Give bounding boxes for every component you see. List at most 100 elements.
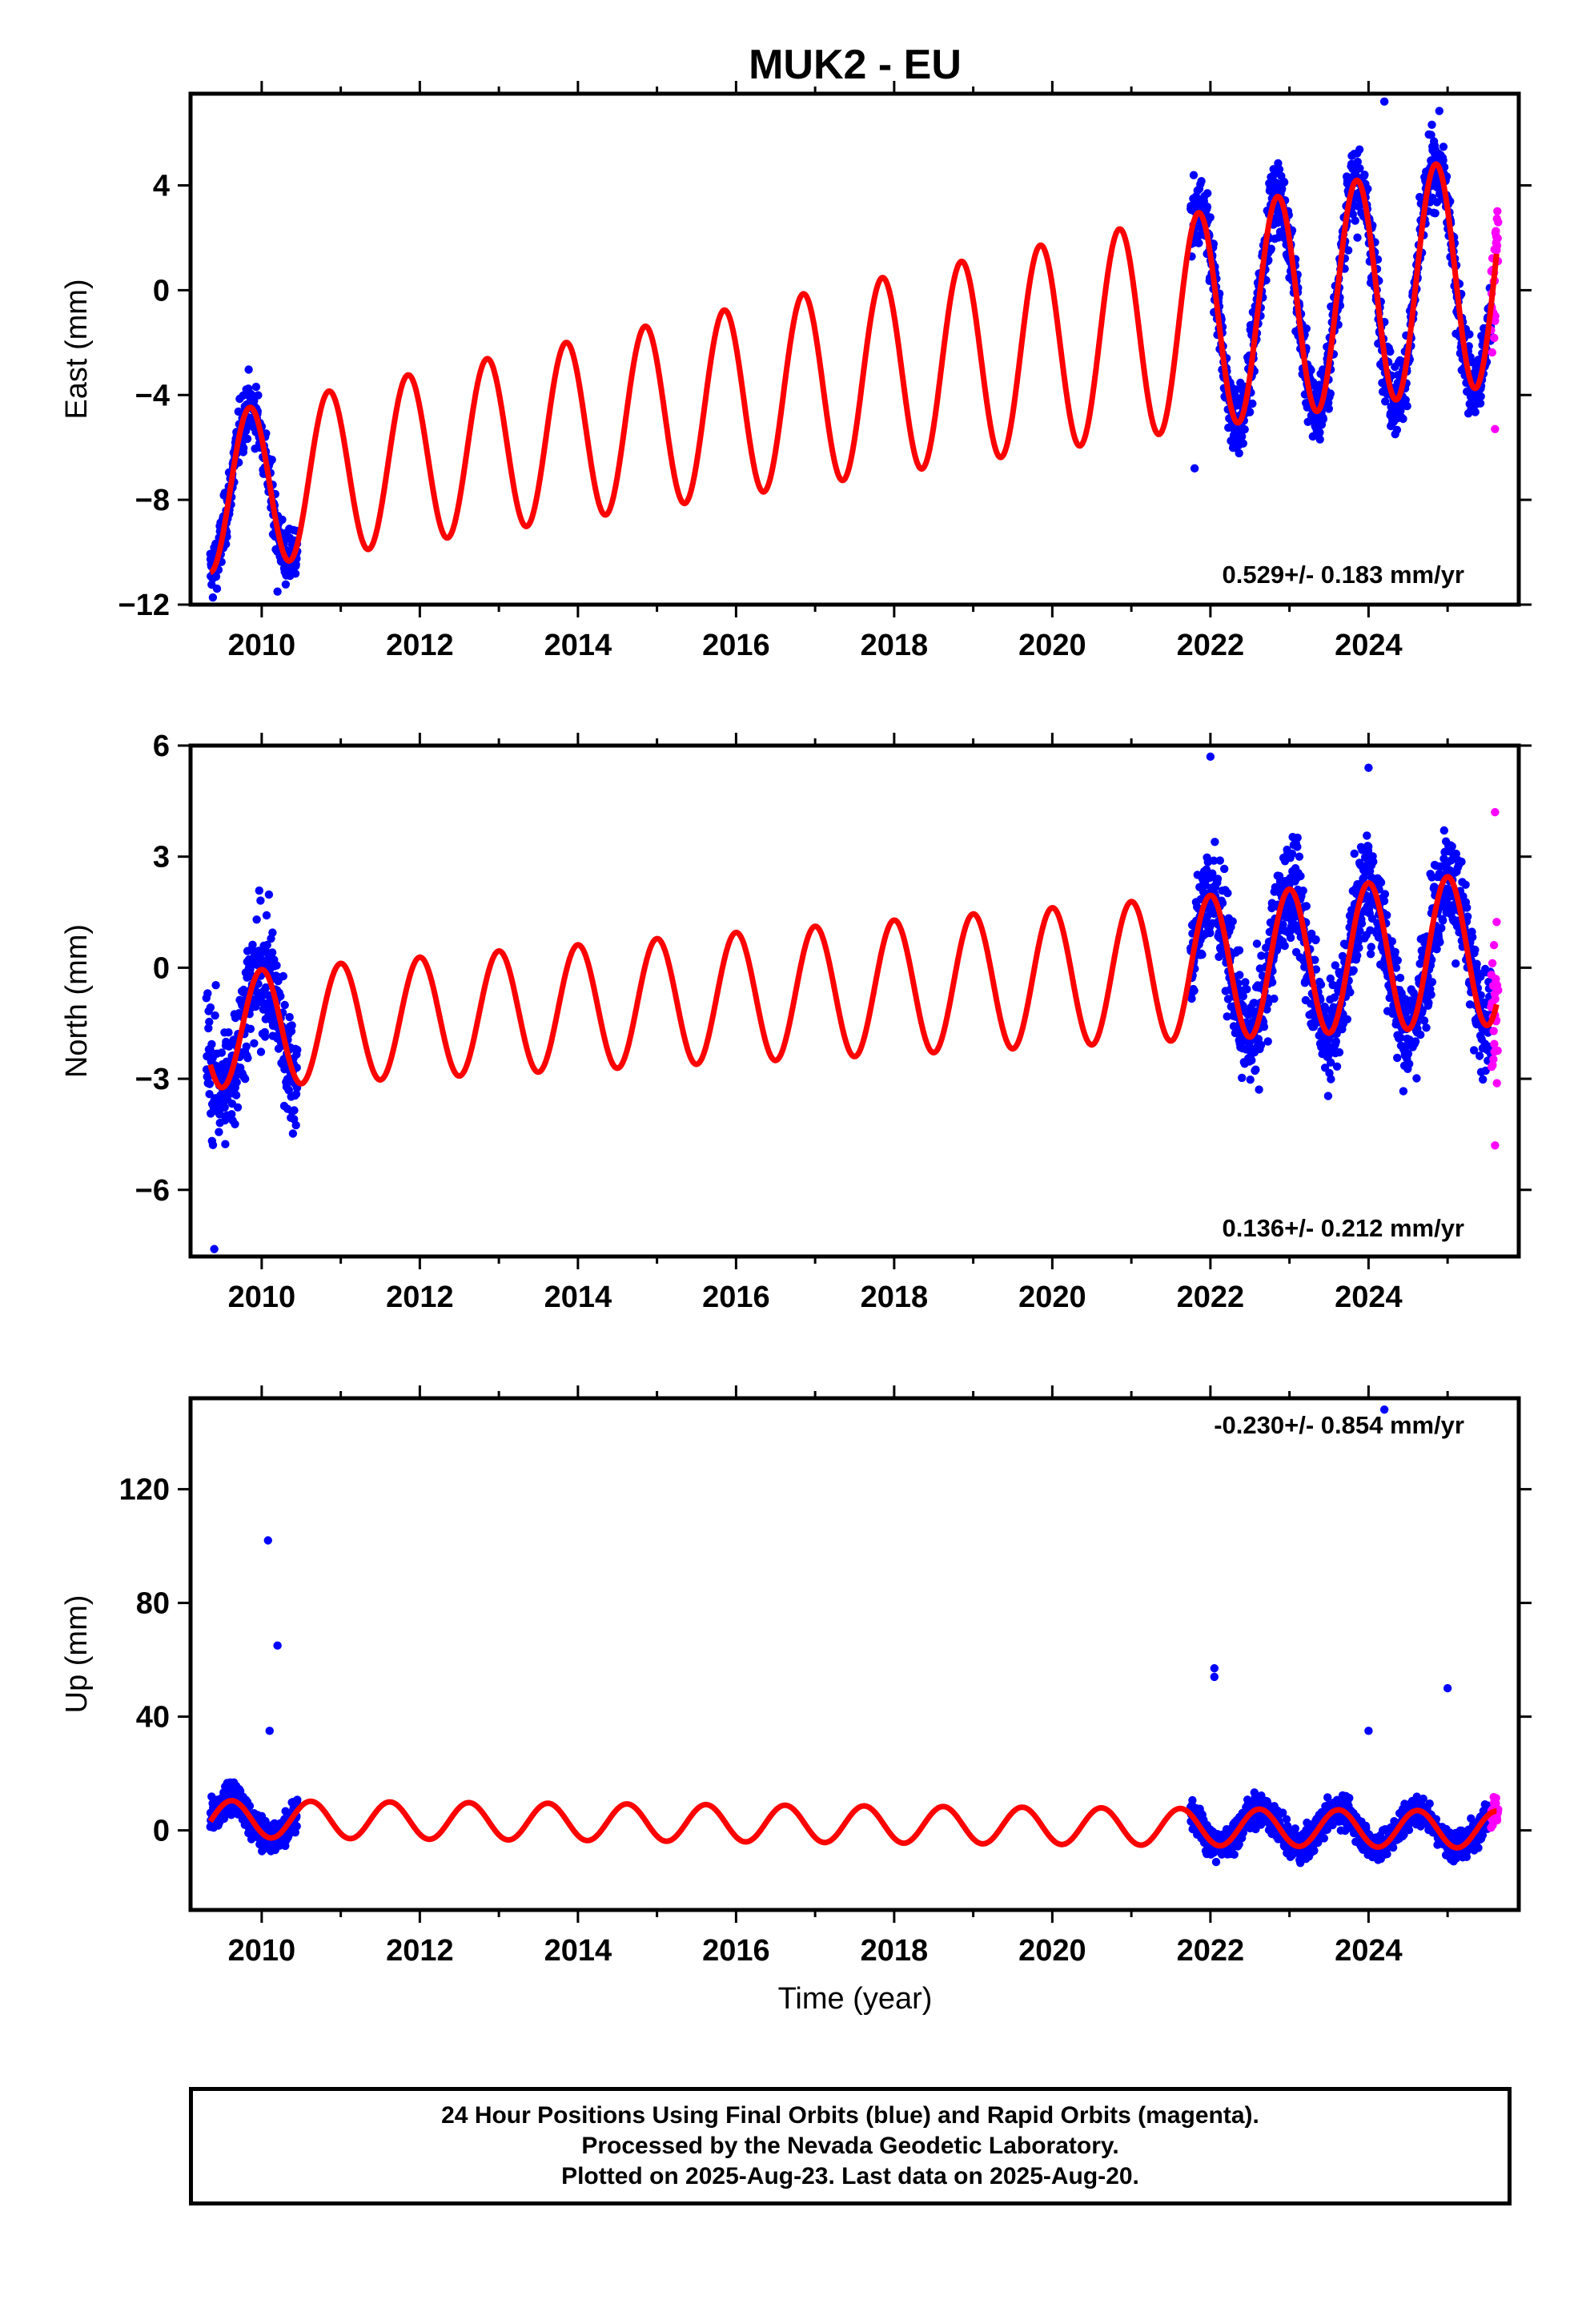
up-y-axis-label: Up (mm) xyxy=(60,1595,94,1714)
north-data-point xyxy=(279,971,287,981)
north-data-point xyxy=(1250,999,1259,1007)
north-data-point xyxy=(220,1103,229,1112)
up-outlier-point xyxy=(1210,1672,1219,1682)
north-data-point xyxy=(1256,1040,1266,1050)
north-data-point xyxy=(1412,1074,1421,1083)
east-data-point xyxy=(1355,145,1364,154)
north-data-point xyxy=(256,896,265,905)
north-data-point xyxy=(204,1023,213,1033)
north-data-point xyxy=(1463,903,1472,912)
x-axis-label: Time (year) xyxy=(778,1982,933,2016)
up-y-tick-label: 80 xyxy=(136,1587,170,1621)
north-data-point xyxy=(1213,875,1223,883)
north-data-point xyxy=(1494,986,1503,995)
north-data-point xyxy=(1461,880,1470,890)
east-data-point xyxy=(239,444,248,452)
north-data-point xyxy=(233,1103,243,1112)
up-x-tick-label: 2014 xyxy=(544,1934,612,1968)
north-data-point xyxy=(231,1120,239,1129)
footer-line-1: 24 Hour Positions Using Final Orbits (bl… xyxy=(441,2102,1259,2129)
north-data-point xyxy=(208,1140,218,1150)
north-data-point xyxy=(1350,849,1359,858)
north-data-point xyxy=(1302,902,1311,911)
up-data-point xyxy=(1310,1846,1319,1856)
north-y-tick-label: 3 xyxy=(153,841,170,875)
north-data-point xyxy=(1252,939,1262,948)
north-data-point xyxy=(232,1078,241,1087)
up-data-point xyxy=(1291,1824,1300,1833)
east-data-point xyxy=(1493,234,1502,243)
east-data-point xyxy=(291,569,300,578)
north-data-point xyxy=(211,1011,219,1020)
north-data-point xyxy=(1364,842,1373,851)
east-data-layer xyxy=(206,97,1503,602)
north-x-tick-label: 2014 xyxy=(544,1281,612,1314)
north-data-point xyxy=(1287,849,1297,858)
east-data-point xyxy=(1231,385,1241,394)
up-outlier-point xyxy=(273,1641,282,1651)
up-data-point xyxy=(293,1795,302,1804)
north-data-point xyxy=(1355,927,1364,935)
north-x-tick-label: 2024 xyxy=(1335,1281,1403,1314)
north-data-point xyxy=(1493,1046,1502,1055)
north-data-point xyxy=(263,940,271,950)
north-data-point xyxy=(227,1110,236,1119)
east-data-point xyxy=(1386,347,1395,356)
up-rate-label: -0.230+/- 0.854 mm/yr xyxy=(1214,1411,1464,1439)
east-data-point xyxy=(267,455,276,464)
north-data-point xyxy=(1263,1037,1272,1046)
north-data-point xyxy=(1327,1075,1335,1084)
north-data-point xyxy=(1228,917,1237,926)
up-data-point xyxy=(1492,1815,1502,1825)
north-data-point xyxy=(1476,972,1485,981)
north-data-point xyxy=(1380,890,1390,899)
up-data-point xyxy=(1345,1794,1354,1803)
north-data-point xyxy=(252,915,261,924)
east-data-point xyxy=(212,584,222,593)
east-data-point xyxy=(1279,178,1289,187)
north-data-point xyxy=(1346,987,1355,997)
north-data-point xyxy=(1492,1079,1501,1088)
east-data-point xyxy=(1203,189,1212,198)
east-panel: 2010 2012 2014 2016 2018 2020 2022 2024−12−8−40… xyxy=(60,81,1532,662)
north-data-point xyxy=(251,1002,260,1011)
north-data-point xyxy=(1220,864,1229,874)
east-x-tick-label: 2010 xyxy=(228,629,296,662)
north-data-point xyxy=(288,1129,298,1138)
north-rapid-series-2 xyxy=(1487,918,1503,1088)
east-data-point xyxy=(244,365,253,374)
up-y-tick-label: 120 xyxy=(119,1474,170,1507)
east-x-tick-label: 2016 xyxy=(702,629,770,662)
east-data-point xyxy=(1355,164,1364,173)
north-data-point xyxy=(1238,1073,1247,1083)
up-data-point xyxy=(1474,1844,1483,1852)
north-data-point xyxy=(1411,1037,1420,1046)
north-data-point xyxy=(291,1090,301,1099)
north-data-point xyxy=(1316,980,1326,989)
north-data-point xyxy=(1379,896,1389,906)
north-data-layer xyxy=(202,752,1503,1253)
east-data-point xyxy=(208,593,218,602)
north-data-point xyxy=(1490,1039,1499,1048)
east-y-tick-label: 4 xyxy=(153,170,170,203)
north-data-point xyxy=(1463,912,1472,921)
north-data-point xyxy=(1296,871,1305,881)
north-data-point xyxy=(1223,995,1233,1003)
north-data-point xyxy=(1479,1075,1488,1084)
east-outlier-point xyxy=(1379,97,1389,107)
east-data-point xyxy=(1235,448,1243,458)
up-panel: 2010 2012 2014 2016 2018 2020 2022 202404080120… xyxy=(60,1385,1532,1968)
north-frame xyxy=(188,743,1521,1259)
north-data-point xyxy=(1367,943,1375,951)
east-data-point xyxy=(1240,425,1249,434)
east-outlier-point xyxy=(1190,464,1199,473)
north-data-point xyxy=(1190,986,1199,995)
east-data-point xyxy=(1431,209,1439,218)
up-data-layer xyxy=(206,1405,1503,1868)
north-data-point xyxy=(1218,899,1227,907)
north-data-point xyxy=(1489,941,1499,950)
north-data-point xyxy=(1405,1059,1414,1068)
north-outlier-point xyxy=(1491,808,1500,817)
up-outlier-point xyxy=(1364,1727,1373,1735)
east-final-series-0 xyxy=(206,365,302,602)
